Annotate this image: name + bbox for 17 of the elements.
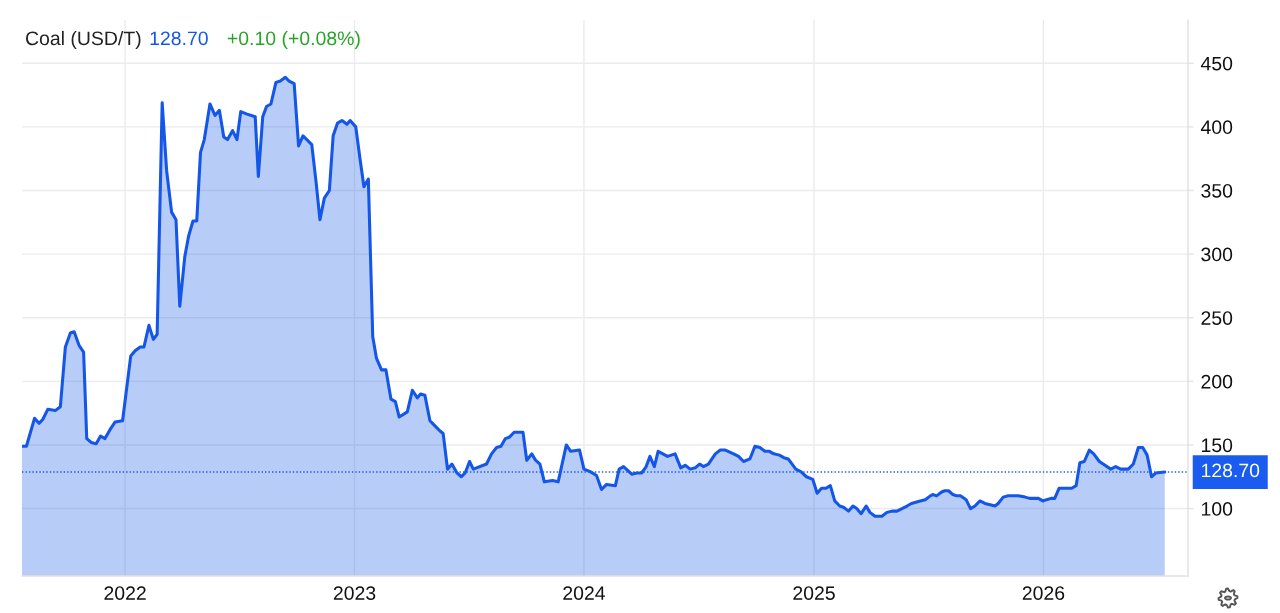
text: Coal (USD/T) — [25, 30, 141, 50]
x-tick-label: 2023 — [333, 586, 376, 600]
x-tick-label: 2026 — [1022, 586, 1065, 600]
y-tick-label: 100 — [1201, 502, 1233, 516]
y-tick-label: 400 — [1200, 120, 1233, 135]
x-tick-label: 2024 — [563, 586, 605, 600]
x-tick-label: 2022 — [104, 586, 146, 600]
ref-line-label: 128.70 — [1201, 463, 1260, 478]
annotation: 128.70 — [150, 31, 208, 46]
y-tick-label: 450 — [1200, 56, 1233, 71]
y-tick-label: 150 — [1201, 438, 1233, 453]
x-tick-label: 2025 — [793, 586, 835, 600]
y-tick-label: 300 — [1201, 247, 1233, 262]
y-tick-label: 350 — [1201, 183, 1233, 198]
annotation: +0.10 (+0.08%) — [227, 30, 360, 50]
y-tick-label: 200 — [1201, 374, 1233, 389]
y-tick-label: 250 — [1201, 311, 1233, 325]
